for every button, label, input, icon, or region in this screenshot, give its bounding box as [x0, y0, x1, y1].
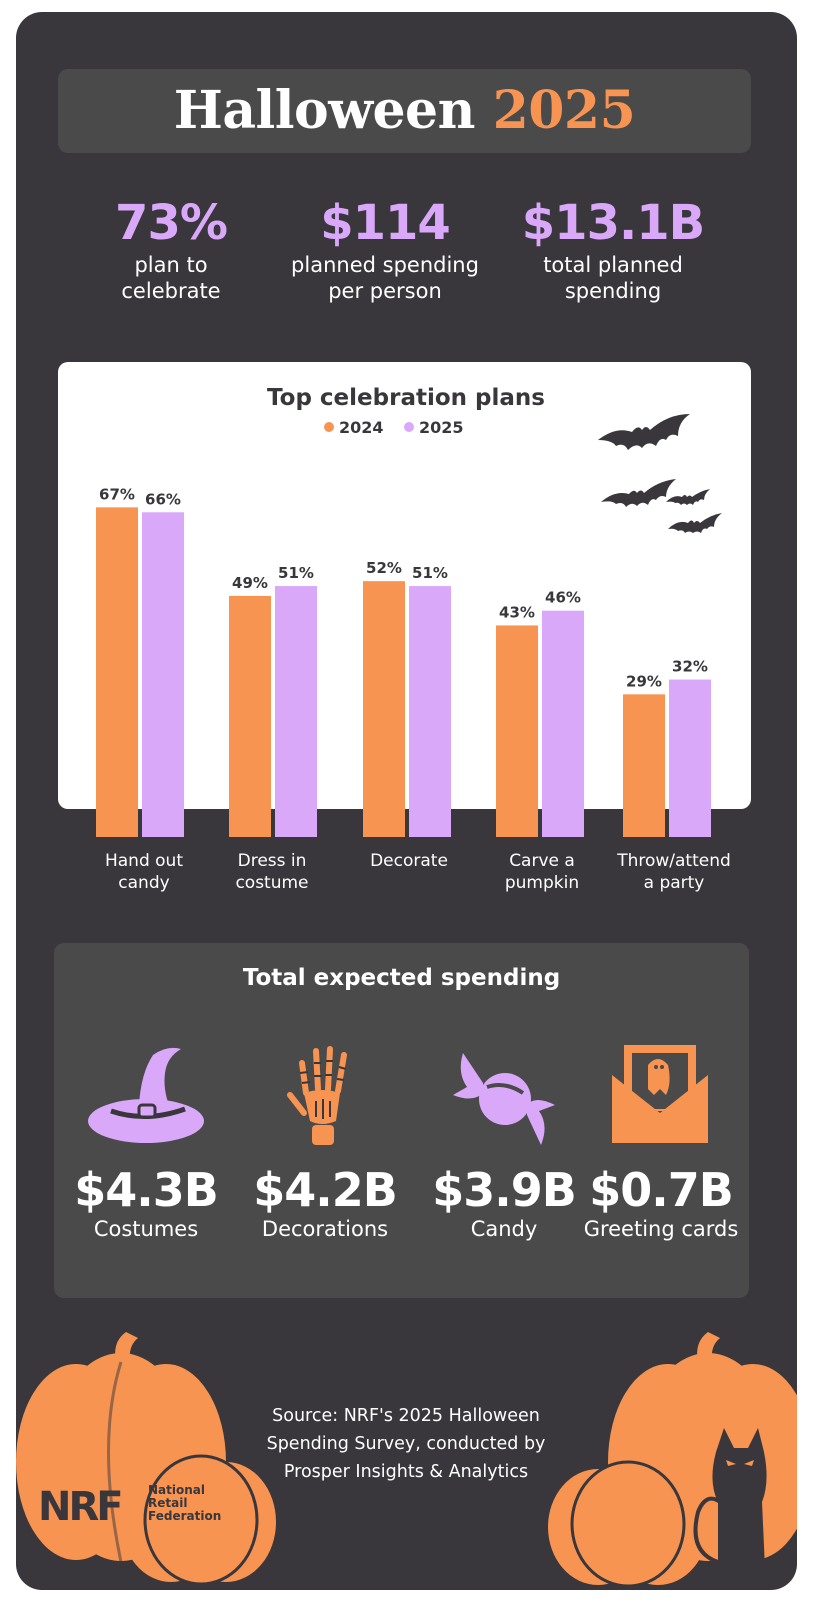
- bars-group: 67% 49% 52% 43% 29% 66% 51% 51% 46% 32%: [96, 485, 711, 837]
- spending-candy: $3.9B Candy: [419, 1043, 589, 1241]
- data-label-2024-3: 43%: [499, 603, 535, 621]
- spending-label: Costumes: [93, 1217, 199, 1241]
- bar-2024-1: [229, 595, 271, 837]
- spending-amount: $4.3B: [74, 1163, 219, 1217]
- category-label: Dress in costume: [235, 851, 309, 893]
- bar-2024-4: [623, 694, 665, 837]
- data-label-2025-3: 46%: [545, 589, 581, 607]
- bats-icon: [598, 414, 722, 533]
- category-label: Carve a pumpkin: [504, 851, 580, 893]
- data-label-2025-0: 66%: [145, 490, 181, 508]
- stat-total: $13.1B total planned spending: [493, 194, 733, 304]
- spending-costumes: $4.3B Costumes: [61, 1043, 231, 1241]
- stat-value: $13.1B: [521, 195, 705, 251]
- spending-label: Decorations: [261, 1217, 389, 1241]
- spending-greeting-cards: $0.7B Greeting cards: [576, 1043, 746, 1241]
- spending-decorations: $4.2B Decorations: [240, 1043, 410, 1241]
- skeleton-hand-icon: [287, 1046, 347, 1145]
- bar-2024-3: [496, 625, 538, 837]
- page-title: Halloween 2025: [173, 80, 636, 141]
- bar-chart: Top celebration plans 2024 2025 67% 49% 52…: [96, 385, 722, 837]
- stat-value: $114: [320, 195, 451, 251]
- bar-2025-0: [142, 512, 184, 837]
- infographic-card: Halloween 2025 73% plan to celebrate $114…: [16, 12, 797, 1590]
- pumpkin-cat-icon: [548, 1332, 797, 1590]
- data-label-2024-0: 67%: [99, 485, 135, 503]
- stat-celebrate: 73% plan to celebrate: [51, 194, 291, 304]
- spending-title: Total expected spending: [242, 965, 561, 991]
- pumpkin-left-icon: [16, 1332, 276, 1586]
- data-label-2025-2: 51%: [412, 564, 448, 582]
- bar-2024-2: [363, 581, 405, 837]
- bar-2024-0: [96, 507, 138, 837]
- data-label-2025-1: 51%: [278, 564, 314, 582]
- witch-hat-icon: [88, 1047, 204, 1143]
- spending-amount: $3.9B: [432, 1163, 577, 1217]
- legend-label-2024: 2024: [339, 418, 384, 437]
- bar-2025-1: [275, 586, 317, 837]
- bar-2025-3: [542, 610, 584, 837]
- data-label-2025-4: 32%: [672, 658, 708, 676]
- spending-panel: Total expected spending $4.3B Costumes: [54, 943, 749, 1298]
- spending-amount: $4.2B: [253, 1163, 398, 1217]
- category-label: Hand out candy: [104, 851, 183, 893]
- legend-swatch-2024: [324, 422, 334, 432]
- title-banner: Halloween 2025: [58, 69, 751, 153]
- stat-value: 73%: [115, 195, 228, 251]
- stat-per-person: $114 planned spending per person: [265, 194, 505, 304]
- spending-amount: $0.7B: [589, 1163, 734, 1217]
- data-label-2024-2: 52%: [366, 559, 402, 577]
- greeting-card-icon: [612, 1045, 708, 1143]
- spending-label: Candy: [470, 1217, 538, 1241]
- category-label: Decorate: [370, 851, 448, 871]
- nrf-logo: NRF National Retail Federation: [38, 1483, 222, 1531]
- category-label: Throw/attend a party: [617, 851, 731, 893]
- title-year: 2025: [492, 80, 636, 141]
- legend-label-2025: 2025: [419, 418, 464, 437]
- bar-2025-4: [669, 679, 711, 837]
- stat-label: total planned spending: [543, 253, 683, 303]
- source-note: Source: NRF's 2025 Halloween Spending Sur…: [266, 1406, 546, 1482]
- stat-label: planned spending per person: [291, 253, 479, 303]
- chart-title: Top celebration plans: [267, 385, 545, 411]
- bar-2025-2: [409, 586, 451, 837]
- candy-icon: [453, 1053, 555, 1145]
- spending-label: Greeting cards: [583, 1217, 739, 1241]
- stat-label: plan to celebrate: [121, 253, 221, 303]
- data-label-2024-4: 29%: [626, 672, 662, 690]
- data-label-2024-1: 49%: [232, 574, 268, 592]
- legend-swatch-2025: [404, 422, 414, 432]
